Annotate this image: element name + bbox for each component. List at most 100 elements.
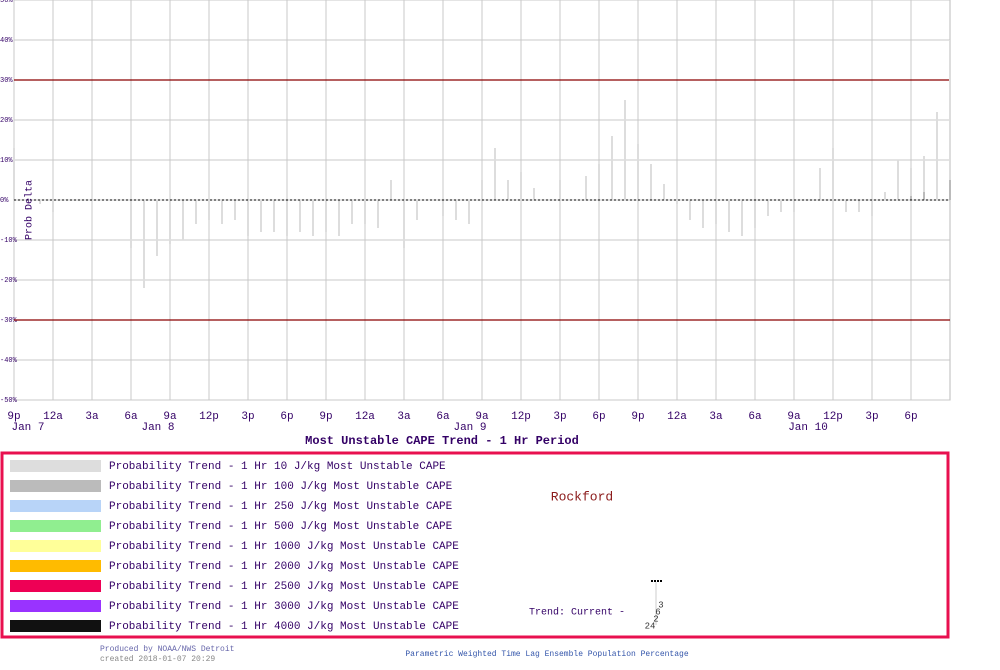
x-tick-label: 12a: [355, 411, 375, 423]
trend-number: 24: [645, 621, 656, 631]
y-tick-label: -50%: [0, 397, 18, 405]
y-tick-label: 0%: [0, 197, 9, 205]
date-label: Jan 10: [788, 422, 828, 434]
legend-swatch: [10, 620, 101, 632]
date-label: Jan 9: [453, 422, 486, 434]
bar: [923, 192, 925, 200]
bar: [455, 200, 457, 220]
bar: [949, 180, 951, 200]
x-tick-label: 12p: [199, 411, 219, 423]
x-tick-label: 6a: [748, 411, 762, 423]
bar: [871, 200, 873, 216]
x-tick-label: 12a: [43, 411, 63, 423]
y-tick-label: -30%: [0, 317, 18, 325]
bar: [663, 184, 665, 200]
y-tick-label: 10%: [0, 157, 13, 165]
legend-swatch: [10, 500, 101, 512]
legend-label: Probability Trend - 1 Hr 4000 J/kg Most …: [109, 621, 459, 633]
legend-swatch: [10, 540, 101, 552]
bar: [741, 200, 743, 236]
bar: [169, 200, 171, 244]
trend-number: 2: [653, 614, 658, 624]
bar: [351, 200, 353, 224]
bar: [845, 200, 847, 212]
trend-label: Trend: Current -: [529, 607, 625, 619]
bar: [533, 188, 535, 200]
trend-number: 3: [658, 600, 663, 610]
footer: Parametric Weighted Time Lag Ensemble Po…: [405, 650, 688, 659]
bar: [585, 176, 587, 200]
x-tick-label: 6p: [280, 411, 293, 423]
legend-label: Probability Trend - 1 Hr 1000 J/kg Most …: [109, 541, 459, 553]
legend-label: Probability Trend - 1 Hr 100 J/kg Most U…: [109, 481, 453, 493]
bar: [13, 148, 15, 200]
legend-swatch: [10, 560, 101, 572]
bar: [637, 144, 639, 200]
bar: [936, 112, 938, 200]
y-tick-label: -20%: [0, 277, 18, 285]
bar: [338, 200, 340, 236]
bar: [507, 180, 509, 200]
x-tick-label: 12a: [667, 411, 687, 423]
legend-swatch: [10, 580, 101, 592]
bar: [754, 200, 756, 228]
x-tick-label: 6a: [124, 411, 138, 423]
x-tick-label: 3p: [241, 411, 254, 423]
bar: [767, 200, 769, 216]
x-tick-label: 3a: [85, 411, 99, 423]
legend-label: Probability Trend - 1 Hr 2000 J/kg Most …: [109, 561, 459, 573]
bar: [130, 200, 132, 248]
bar: [234, 200, 236, 220]
bar: [910, 168, 912, 200]
y-axis-label: Prob Delta: [24, 180, 36, 240]
bar: [819, 168, 821, 200]
y-tick-label: 40%: [0, 37, 13, 45]
legend-swatch: [10, 600, 101, 612]
bar: [689, 200, 691, 220]
x-tick-label: 12p: [823, 411, 843, 423]
bar: [923, 156, 925, 200]
x-tick-label: 9p: [319, 411, 332, 423]
bar: [247, 200, 249, 236]
bar: [572, 200, 574, 201]
legend-label: Probability Trend - 1 Hr 250 J/kg Most U…: [109, 501, 453, 513]
bar: [52, 200, 54, 212]
bar: [559, 180, 561, 200]
bar: [416, 200, 418, 220]
bar: [598, 164, 600, 200]
date-label: Jan 7: [11, 422, 44, 434]
legend-box: [0, 451, 950, 639]
legend-swatch: [10, 460, 101, 472]
bar: [676, 200, 678, 204]
credit: Produced by NOAA/NWS Detroit: [100, 645, 234, 654]
x-tick-label: 3p: [553, 411, 566, 423]
y-tick-label: 20%: [0, 117, 13, 125]
bar: [858, 200, 860, 212]
bar: [143, 200, 145, 288]
bar: [195, 200, 197, 224]
y-tick-label: 30%: [0, 77, 13, 85]
x-tick-label: 3a: [709, 411, 723, 423]
x-tick-label: 6a: [436, 411, 450, 423]
bar: [39, 200, 41, 204]
x-tick-label: 6p: [904, 411, 917, 423]
bar: [468, 200, 470, 224]
bar: [793, 200, 795, 212]
bar: [481, 180, 483, 200]
bar: [208, 200, 210, 220]
y-tick-label: -10%: [0, 237, 18, 245]
bar: [702, 200, 704, 228]
plot: 9p 12a 3a 6a 9a 12p 3p 6p 9p 12a 3a 6a 9a 12p 3p 6p 9p 12…: [0, 0, 951, 434]
bar: [182, 200, 184, 240]
bar: [832, 148, 834, 200]
x-tick-label: 9a: [475, 411, 489, 423]
bar: [780, 200, 782, 212]
bar: [611, 136, 613, 200]
legend-label: Probability Trend - 1 Hr 2500 J/kg Most …: [109, 581, 459, 593]
x-tick-label: 9a: [787, 411, 801, 423]
bar: [221, 200, 223, 224]
x-tick-label: 3a: [397, 411, 411, 423]
bar: [364, 200, 366, 224]
bar: [949, 40, 951, 200]
